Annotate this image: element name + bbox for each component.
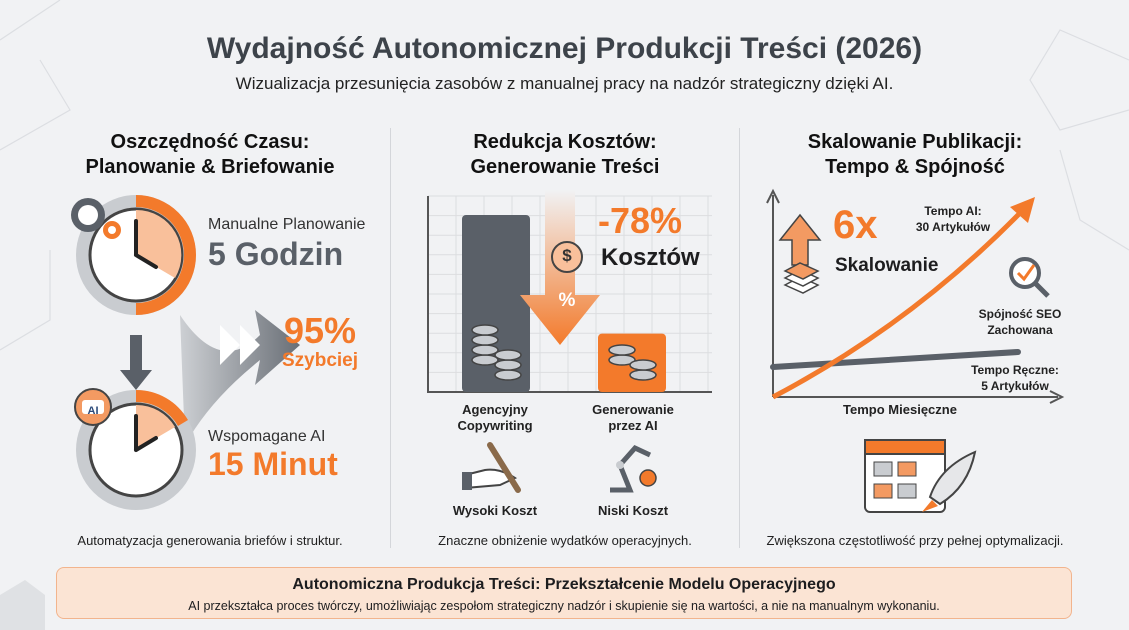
divider [390, 128, 391, 548]
footer-banner: Autonomiczna Produkcja Treści: Przekszta… [56, 567, 1072, 619]
heading-line: Planowanie & Briefowanie [85, 156, 335, 178]
cost-chart [427, 190, 712, 393]
multiplier-label: Skalowanie [835, 255, 939, 276]
heading-line: Skalowanie Publikacji: [807, 131, 1023, 153]
ai-line [771, 211, 1022, 400]
cost-label-high: Wysoki Koszt [452, 503, 538, 518]
down-arrow-icon [120, 335, 152, 390]
heading-line: Oszczędność Czasu: [110, 131, 310, 153]
manual-line [770, 349, 1021, 370]
manual-value: 5 Godzin [208, 236, 344, 272]
lightbulb-icon [639, 469, 657, 487]
scale-panel-heading: Skalowanie Publikacji: Tempo & Spójność [745, 130, 1085, 180]
reduction-label: Kosztów [601, 244, 700, 271]
fast-forward-arrow [180, 310, 300, 445]
x-axis-label: Tempo Miesięczne [843, 402, 957, 417]
page-title: Wydajność Autonomicznej Produkcji Treści… [206, 32, 923, 65]
up-arrow-icon [778, 213, 822, 266]
gain-value: 95% [283, 310, 357, 351]
multiplier-value: 6x [833, 203, 878, 247]
clock-ai-icon [74, 388, 196, 510]
footer-title: Autonomiczna Produkcja Treści: Przekszta… [292, 576, 836, 593]
cost-caption: Znaczne obniżenie wydatków operacyjnych. [438, 533, 692, 548]
divider [739, 128, 740, 548]
seo-magnifier-icon [1009, 257, 1050, 298]
gain-label: Szybciej [281, 350, 359, 371]
manual-tempo-label: Tempo Ręczne: 5 Artykułów [971, 363, 1059, 393]
heading-line: Redukcja Kosztów: [473, 131, 657, 153]
ai-tempo-label: Tempo AI: 30 Artykułów [915, 204, 991, 234]
manual-label: Manualne Planowanie [208, 216, 366, 233]
hand-pen-icon [462, 442, 521, 493]
percent-symbol: % [558, 290, 576, 311]
calendar-rocket-icon [864, 439, 977, 513]
bar-label-agency: Agencyjny Copywriting [457, 402, 533, 433]
time-panel-heading: Oszczędność Czasu: Planowanie & Briefowa… [40, 130, 380, 180]
clock-manual-icon [71, 195, 196, 315]
page-subtitle: Wizualizacja przesunięcia zasobów z manu… [235, 74, 894, 93]
scale-chart [766, 188, 1065, 404]
ai-label: Wspomagane AI [208, 428, 326, 445]
heading-line: Tempo & Spójność [825, 156, 1005, 178]
dollar-symbol: $ [562, 246, 572, 265]
cost-label-low: Niski Koszt [597, 503, 669, 518]
time-illustration [71, 195, 300, 510]
seo-label: Spójność SEO Zachowana [978, 307, 1062, 337]
robot-arm-icon [610, 444, 657, 493]
reduction-value: -78% [598, 200, 683, 241]
ai-value: 15 Minut [208, 446, 338, 482]
document-stack-icon [783, 262, 820, 294]
bar-label-ai: Generowanie przez AI [592, 402, 674, 433]
time-caption: Automatyzacja generowania briefów i stru… [77, 533, 343, 548]
ai-badge: AI [87, 405, 99, 417]
dollar-coin-icon [551, 241, 583, 273]
cost-panel-heading: Redukcja Kosztów: Generowanie Treści [395, 130, 735, 180]
footer-text: AI przekształca proces twórczy, umożliwi… [188, 599, 940, 613]
chart-axes [766, 188, 1065, 404]
coins-icon [471, 324, 657, 381]
scale-caption: Zwiększona częstotliwość przy pełnej opt… [766, 533, 1064, 548]
heading-line: Generowanie Treści [470, 156, 660, 178]
